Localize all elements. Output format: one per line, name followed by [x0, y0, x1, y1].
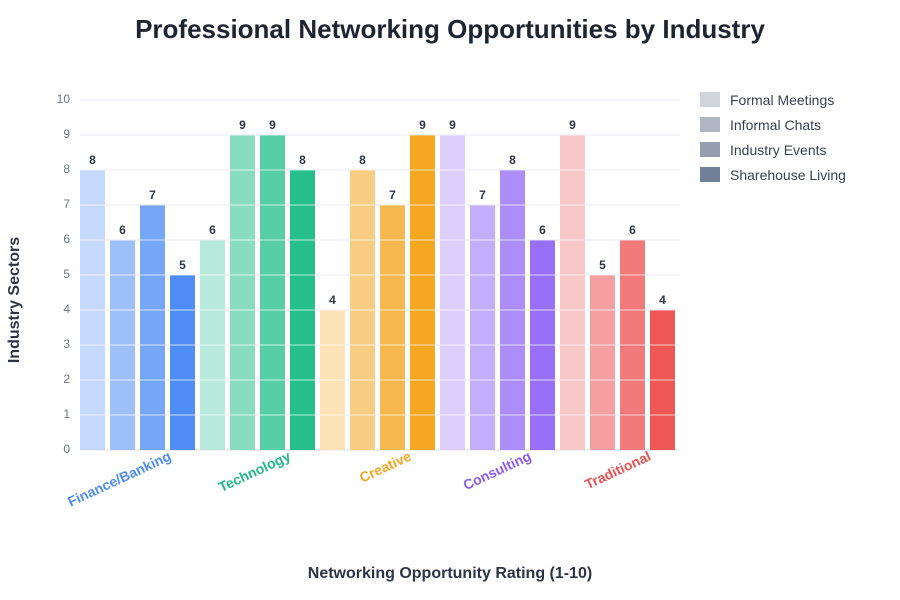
legend-item[interactable]: Sharehouse Living	[700, 162, 846, 187]
gridline	[80, 449, 680, 451]
legend-label: Formal Meetings	[730, 91, 835, 108]
chart-title: Professional Networking Opportunities by…	[135, 14, 765, 44]
bar-value-label: 6	[629, 223, 636, 237]
legend-swatch	[700, 142, 720, 157]
y-tick-label: 9	[63, 127, 70, 141]
bar-value-label: 5	[179, 258, 186, 272]
legend-swatch	[700, 167, 720, 182]
x-category-label: Creative	[356, 447, 414, 486]
legend-item[interactable]: Formal Meetings	[700, 87, 846, 112]
bar[interactable]	[140, 205, 165, 450]
bar-value-label: 7	[389, 188, 396, 202]
bar[interactable]	[230, 135, 255, 450]
legend-label: Industry Events	[730, 141, 827, 158]
bar[interactable]	[650, 310, 675, 450]
plot-area: 8 6 7 5 6 9 9 8 4 8 7 9 9 7 8 6 9 5 6 4	[80, 99, 680, 451]
bar[interactable]	[200, 240, 225, 450]
bar[interactable]	[620, 240, 645, 450]
gridline	[80, 169, 680, 171]
x-axis-label: Networking Opportunity Rating (1-10)	[307, 565, 593, 582]
y-tick-label: 2	[63, 372, 70, 386]
bar[interactable]	[380, 205, 405, 450]
x-category-label: Consulting	[460, 447, 534, 494]
y-tick-label: 1	[63, 407, 70, 421]
y-tick-label: 10	[56, 92, 70, 106]
x-category-label: Traditional	[582, 447, 654, 493]
bar[interactable]	[590, 275, 615, 450]
bar[interactable]	[560, 135, 585, 450]
bar-value-label: 9	[449, 118, 456, 132]
legend-label: Informal Chats	[730, 116, 822, 133]
bar[interactable]	[110, 240, 135, 450]
bar[interactable]	[290, 170, 315, 450]
bar-value-label: 9	[569, 118, 576, 132]
bar-value-label: 4	[659, 293, 666, 307]
bar[interactable]	[500, 170, 525, 450]
bar[interactable]	[170, 275, 195, 450]
bar-value-label: 5	[599, 258, 606, 272]
bar[interactable]	[260, 135, 285, 450]
bar-value-label: 6	[209, 223, 216, 237]
y-tick-label: 6	[63, 232, 70, 246]
bar-value-label: 8	[509, 153, 516, 167]
x-category-label: Finance/Banking	[65, 447, 174, 510]
bar-value-label: 6	[539, 223, 546, 237]
y-tick-label: 3	[63, 337, 70, 351]
y-tick-label: 7	[63, 197, 70, 211]
legend-label: Sharehouse Living	[730, 166, 846, 183]
bar-value-label: 6	[119, 223, 126, 237]
y-tick-label: 8	[63, 162, 70, 176]
bar[interactable]	[530, 240, 555, 450]
bar-value-label: 4	[329, 293, 336, 307]
legend-item[interactable]: Informal Chats	[700, 112, 846, 137]
legend-swatch	[700, 117, 720, 132]
legend-item[interactable]: Industry Events	[700, 137, 846, 162]
bar[interactable]	[350, 170, 375, 450]
y-axis-label: Industry Sectors	[6, 236, 23, 364]
bar[interactable]	[80, 170, 105, 450]
legend-swatch	[700, 92, 720, 107]
bar-value-label: 7	[149, 188, 156, 202]
y-tick-label: 4	[63, 302, 70, 316]
bar-value-label: 9	[239, 118, 246, 132]
y-tick-label: 0	[63, 442, 70, 456]
gridline	[80, 99, 680, 101]
bar-value-label: 9	[419, 118, 426, 132]
bar-value-label: 8	[299, 153, 306, 167]
bar-value-label: 7	[479, 188, 486, 202]
bar-value-label: 8	[359, 153, 366, 167]
bar[interactable]	[320, 310, 345, 450]
gridline	[80, 134, 680, 136]
bar[interactable]	[410, 135, 435, 450]
bar-value-label: 8	[89, 153, 96, 167]
bar[interactable]	[470, 205, 495, 450]
bar[interactable]	[440, 135, 465, 450]
bar-value-label: 9	[269, 118, 276, 132]
y-tick-label: 5	[63, 267, 70, 281]
legend: Formal Meetings Informal Chats Industry Ev…	[700, 87, 846, 187]
x-category-label: Technology	[215, 447, 293, 496]
